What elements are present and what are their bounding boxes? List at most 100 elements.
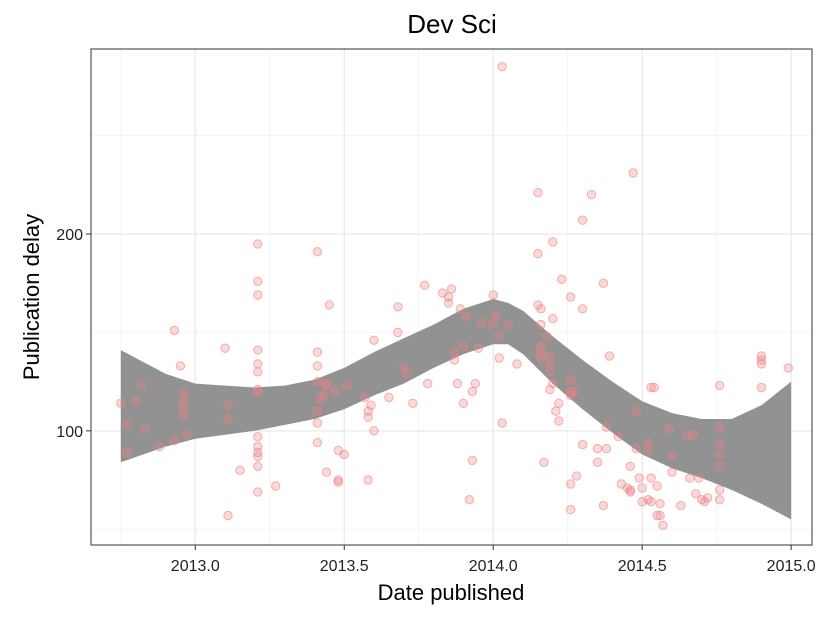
data-point [369, 426, 379, 436]
data-point [408, 398, 418, 408]
data-point [271, 481, 281, 491]
data-point [714, 461, 725, 471]
data-point [369, 335, 379, 345]
data-point [646, 497, 656, 507]
data-point [312, 438, 323, 448]
data-point [649, 382, 659, 393]
data-point [455, 304, 466, 314]
data-point [554, 416, 564, 426]
data-point [577, 215, 588, 225]
data-point [473, 343, 483, 353]
y-tick-label: 200 [56, 227, 83, 244]
data-point [494, 353, 504, 363]
data-point [536, 353, 546, 363]
data-point [449, 355, 460, 365]
data-point [253, 239, 263, 249]
data-point [643, 445, 653, 456]
data-point [253, 290, 263, 300]
data-point [393, 302, 403, 312]
data-point [318, 390, 329, 401]
data-point [664, 424, 674, 434]
data-point [321, 467, 332, 477]
data-point [175, 361, 186, 371]
data-point [592, 443, 603, 454]
data-point [467, 455, 478, 466]
data-point [598, 500, 609, 511]
confidence-band [120, 299, 792, 520]
data-point [235, 465, 245, 475]
data-point [655, 510, 665, 521]
data-point [634, 473, 644, 483]
data-point [598, 278, 609, 288]
data-point [253, 386, 263, 397]
data-point [756, 382, 767, 393]
data-point [363, 475, 373, 485]
data-point [449, 347, 460, 357]
data-point [253, 461, 263, 471]
data-point [658, 520, 668, 530]
data-point [601, 422, 612, 432]
data-point [539, 457, 549, 467]
data-point [714, 449, 725, 460]
data-point [557, 274, 567, 284]
data-point [443, 298, 454, 308]
chart-title: Dev Sci [407, 9, 497, 39]
data-point [312, 376, 323, 387]
data-point [467, 386, 478, 397]
data-point [402, 369, 412, 379]
data-point [470, 378, 480, 389]
x-axis-title: Date published [378, 580, 525, 605]
data-point [446, 284, 457, 294]
data-point [631, 406, 641, 416]
data-point [625, 487, 635, 497]
data-point [366, 400, 376, 410]
data-point [536, 304, 546, 314]
data-point [253, 451, 263, 462]
data-point [324, 300, 334, 310]
data-point [601, 443, 612, 454]
data-point [643, 438, 653, 448]
x-tick-label: 2013.0 [171, 558, 220, 575]
data-point [488, 290, 498, 300]
data-point [491, 310, 501, 320]
data-point [667, 467, 677, 477]
data-point [571, 471, 582, 481]
data-point [714, 485, 725, 495]
data-point [136, 380, 147, 391]
data-point [452, 378, 463, 389]
data-point [253, 367, 263, 377]
data-point [169, 325, 180, 336]
data-point [223, 400, 233, 410]
x-tick-label: 2015.0 [767, 558, 816, 575]
data-point [458, 398, 469, 408]
data-point [548, 314, 558, 324]
data-point [464, 495, 475, 505]
data-point [548, 378, 558, 389]
data-point [566, 292, 576, 302]
data-point [536, 319, 546, 330]
data-point [178, 388, 189, 399]
y-tick-label: 100 [56, 424, 83, 441]
data-point [393, 327, 403, 338]
data-point [652, 481, 662, 491]
data-point [714, 422, 725, 432]
data-point [122, 420, 132, 430]
data-point [694, 473, 704, 483]
data-point [631, 443, 641, 454]
data-point [545, 359, 555, 369]
data-point [566, 504, 576, 515]
data-point [714, 495, 725, 505]
data-point [545, 351, 555, 361]
data-point [384, 392, 394, 403]
data-point [554, 398, 564, 408]
data-point [139, 424, 150, 434]
data-point [253, 432, 263, 442]
plot-border [90, 48, 813, 546]
x-axis: 2013.0 2013.5 2014.0 2014.5 2015.0 [171, 545, 816, 575]
data-point [312, 347, 323, 357]
data-point [420, 280, 430, 290]
y-axis: 100 200 [56, 227, 91, 441]
data-point [154, 441, 165, 452]
data-point [551, 406, 561, 416]
